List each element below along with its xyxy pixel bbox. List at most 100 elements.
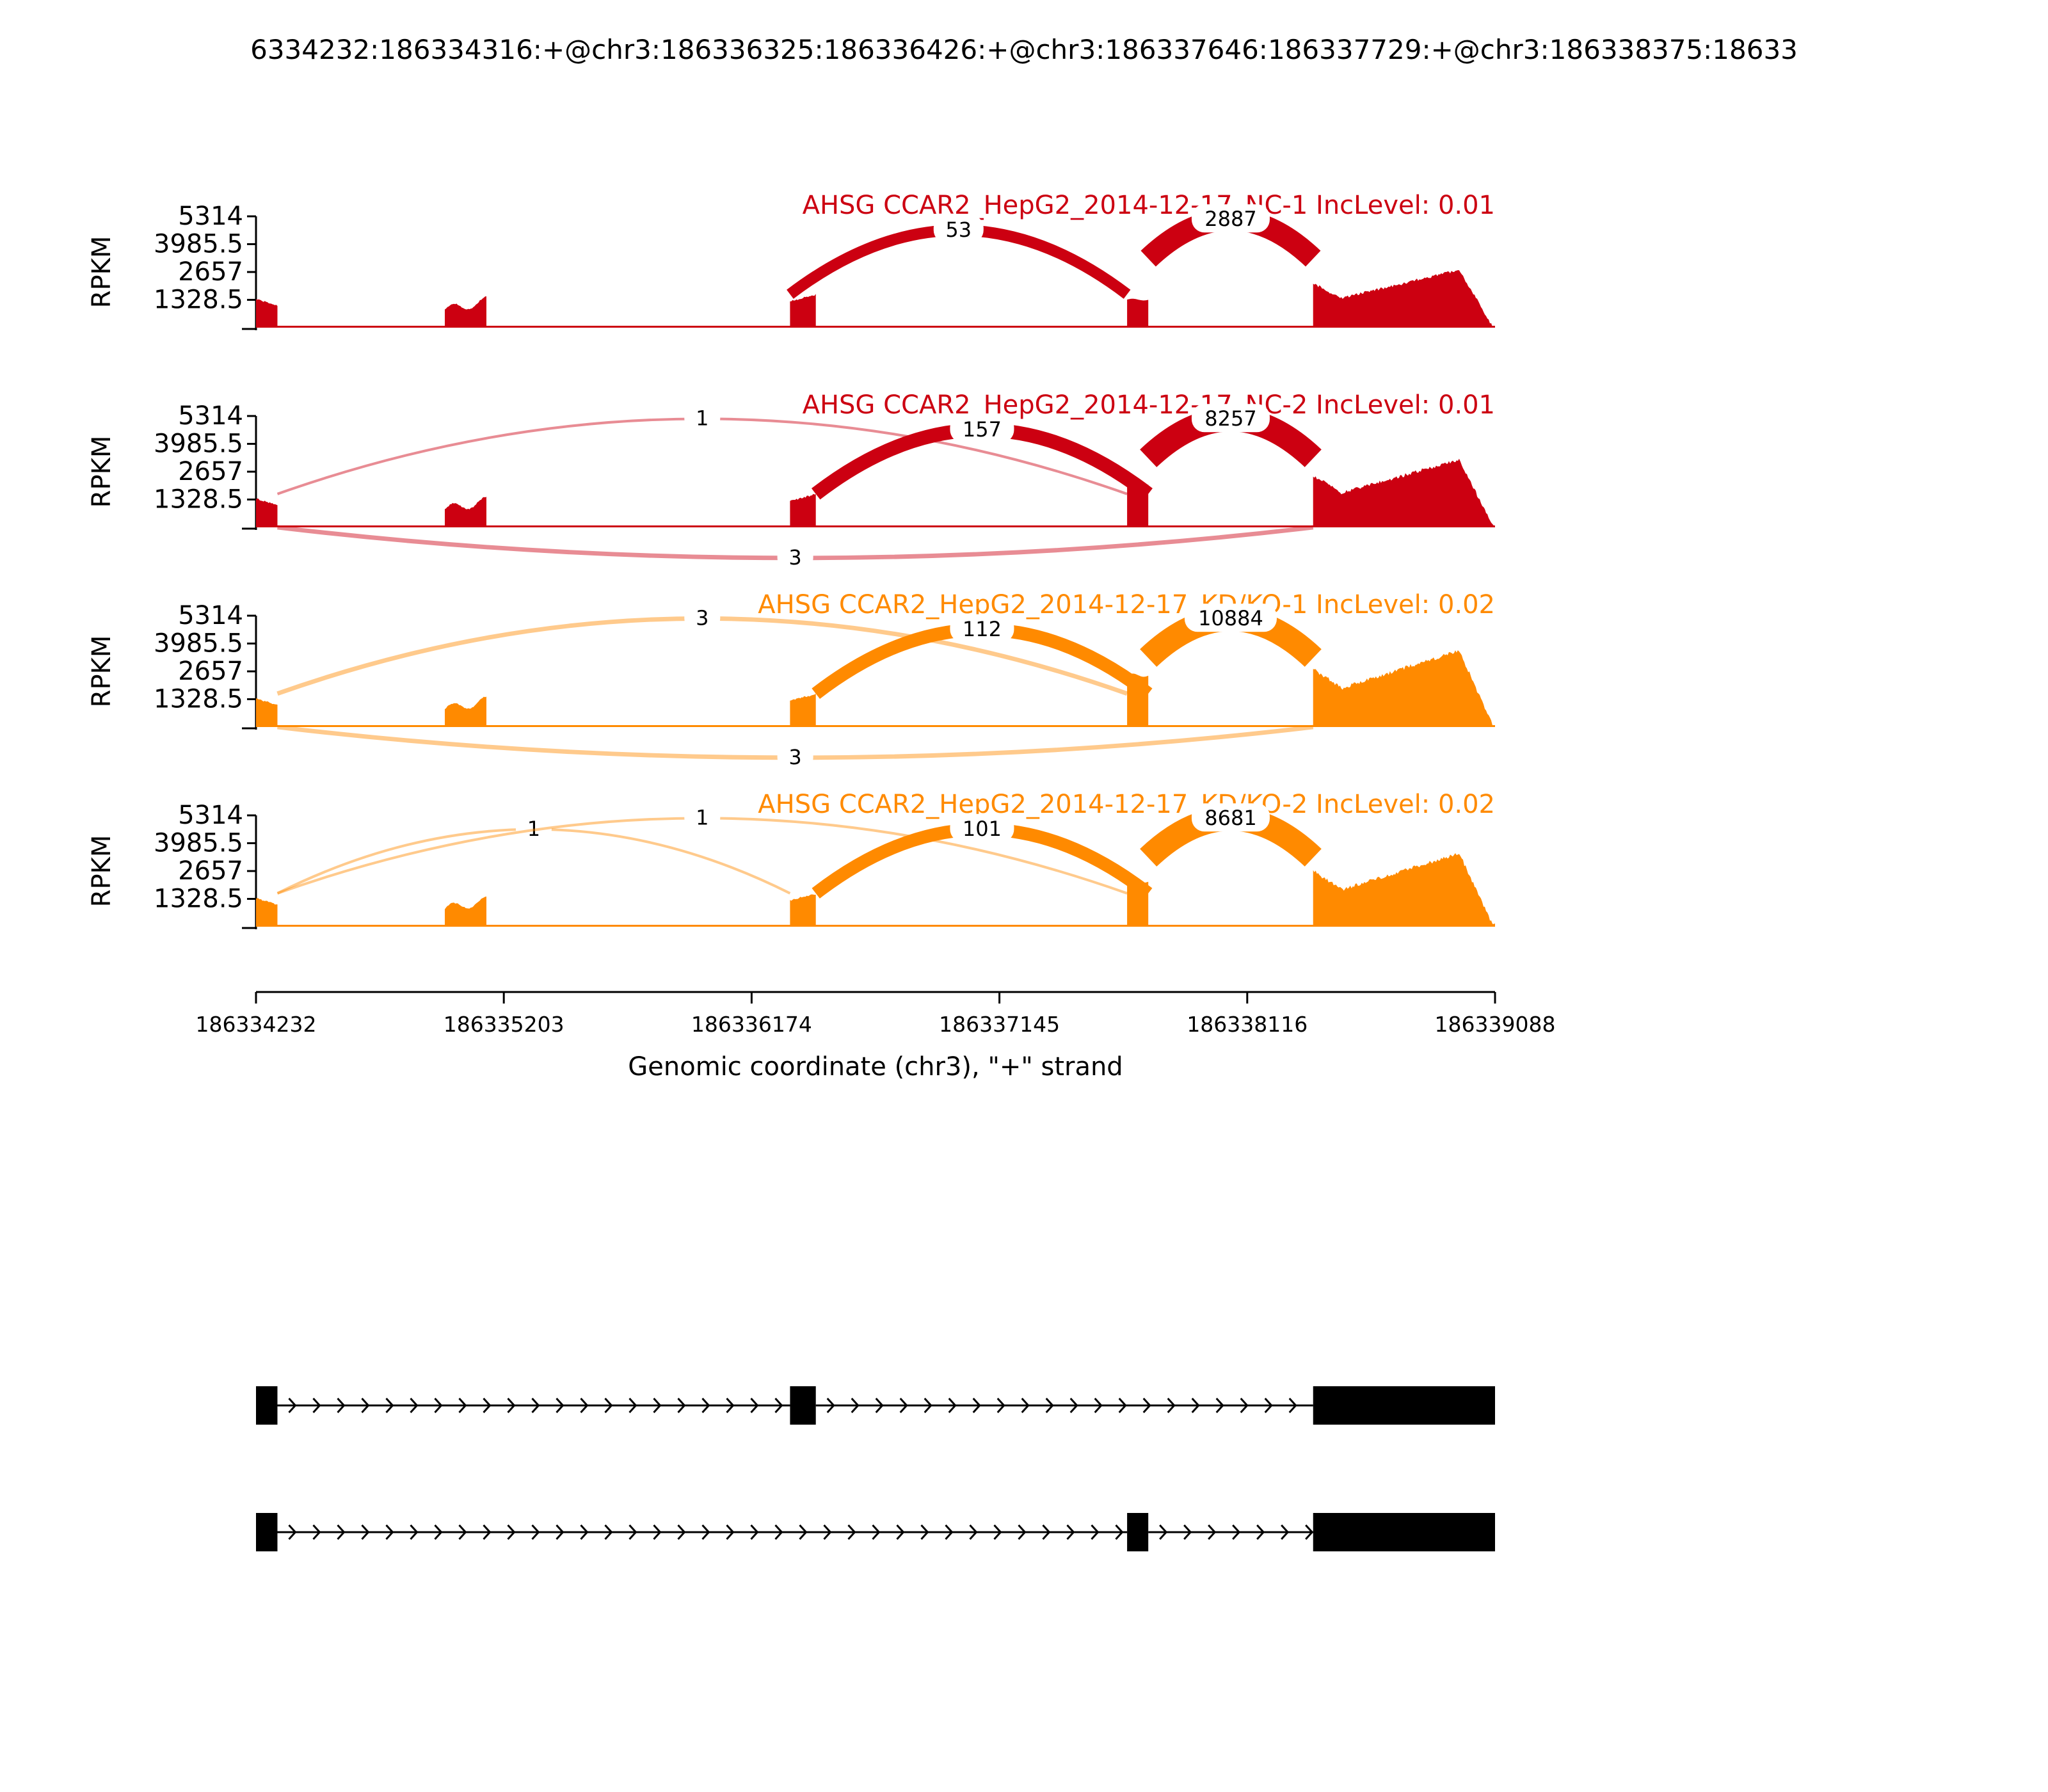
y-axis-label: RPKM xyxy=(87,636,116,708)
junction-label-box xyxy=(777,542,813,571)
strand-chevron xyxy=(288,1397,297,1414)
strand-chevron xyxy=(337,1524,346,1540)
strand-chevron xyxy=(1045,1397,1054,1414)
y-tick-label: 3985.5 xyxy=(154,230,243,259)
exon-coverage xyxy=(256,498,278,527)
y-axis-label: RPKM xyxy=(87,835,116,908)
junction-count-label: 157 xyxy=(963,417,1002,442)
y-tick-label: 5314 xyxy=(178,401,243,431)
strand-chevron xyxy=(628,1397,637,1414)
exon-coverage xyxy=(790,693,816,727)
y-tick-label: 2657 xyxy=(178,457,243,486)
y-tick-label: 1328.5 xyxy=(154,685,243,714)
junction-count-label: 8681 xyxy=(1204,806,1256,830)
junction-label-box xyxy=(684,603,721,632)
y-tick-label: 3985.5 xyxy=(154,629,243,659)
x-axis-label: Genomic coordinate (chr3), "+" strand xyxy=(628,1052,1123,1082)
intron-coverage xyxy=(256,326,1495,328)
panel-title: AHSG CCAR2_HepG2_2014-12-17_NC-1 IncLeve… xyxy=(803,191,1495,220)
strand-chevron xyxy=(1183,1524,1192,1540)
y-tick-label: 1328.5 xyxy=(154,285,243,315)
y-tick-label: 3985.5 xyxy=(154,429,243,459)
strand-chevron xyxy=(1018,1524,1027,1540)
x-tick-label: 186336174 xyxy=(691,1012,812,1037)
strand-chevron xyxy=(531,1397,540,1414)
exon-coverage xyxy=(1127,298,1149,328)
exon-coverage xyxy=(256,299,278,328)
panel-title: AHSG CCAR2_HepG2_2014-12-17_NC-2 IncLeve… xyxy=(803,390,1495,420)
intron-coverage xyxy=(256,925,1495,927)
strand-chevron xyxy=(507,1397,516,1414)
junction-label-box xyxy=(950,614,1014,643)
junction-count-label: 3 xyxy=(788,745,801,769)
strand-chevron xyxy=(701,1524,710,1540)
y-tick-label: 2657 xyxy=(178,257,243,287)
exon-coverage xyxy=(445,696,487,727)
strand-chevron xyxy=(948,1397,957,1414)
strand-chevron xyxy=(483,1397,492,1414)
strand-chevron xyxy=(920,1524,929,1540)
strand-chevron xyxy=(1142,1397,1151,1414)
exon-coverage xyxy=(790,493,816,527)
gene-structure-track xyxy=(256,1386,1495,1551)
strand-chevron xyxy=(872,1524,881,1540)
strand-chevron xyxy=(1021,1397,1030,1414)
strand-chevron xyxy=(875,1397,884,1414)
strand-chevron xyxy=(750,1524,759,1540)
junction-count-label: 8257 xyxy=(1204,406,1256,431)
strand-chevron xyxy=(726,1397,735,1414)
strand-chevron xyxy=(1256,1524,1265,1540)
strand-chevron xyxy=(1264,1397,1273,1414)
junction-count-label: 1 xyxy=(696,805,708,829)
strand-chevron xyxy=(604,1397,613,1414)
strand-chevron xyxy=(1208,1524,1217,1540)
strand-chevron xyxy=(996,1397,1005,1414)
panel-title: AHSG CCAR2_HepG2_2014-12-17_KD/KO-1 IncL… xyxy=(758,590,1495,620)
exon-block xyxy=(256,1386,278,1425)
junction-label-box xyxy=(1191,404,1270,433)
x-axis: 186334232 186335203 186336174 186337145 1863… xyxy=(196,991,1555,1037)
strand-chevron xyxy=(410,1397,419,1414)
strand-chevron xyxy=(924,1397,932,1414)
strand-chevron xyxy=(1232,1524,1241,1540)
y-tick-label: 1328.5 xyxy=(154,485,243,515)
strand-chevron xyxy=(799,1524,808,1540)
junction-label-box xyxy=(1191,204,1270,233)
junction-count-label: 3 xyxy=(696,605,708,630)
strand-chevron xyxy=(823,1524,832,1540)
y-tick-label: 5314 xyxy=(178,202,243,231)
strand-chevron xyxy=(1159,1524,1168,1540)
junction-label-box xyxy=(515,813,552,842)
strand-chevron xyxy=(826,1397,835,1414)
strand-chevron xyxy=(701,1397,710,1414)
isoform-track xyxy=(256,1513,1495,1551)
exon-coverage xyxy=(445,497,487,527)
strand-chevron xyxy=(851,1397,860,1414)
junction-label-box xyxy=(950,813,1014,842)
x-tick-label: 186334232 xyxy=(196,1012,317,1037)
strand-chevron xyxy=(312,1524,321,1540)
strand-chevron xyxy=(1167,1397,1176,1414)
intron-coverage xyxy=(256,525,1495,527)
exon-coverage xyxy=(790,294,816,328)
strand-chevron xyxy=(531,1524,540,1540)
strand-chevron xyxy=(1091,1524,1100,1540)
exon-block xyxy=(256,1513,278,1551)
exon-coverage xyxy=(445,896,487,927)
junction-label-box xyxy=(933,214,984,243)
strand-chevron xyxy=(1118,1397,1127,1414)
exon-coverage xyxy=(1313,458,1495,527)
exon-block xyxy=(1313,1386,1495,1425)
strand-chevron xyxy=(677,1397,686,1414)
junction-count-label: 2887 xyxy=(1204,207,1256,231)
y-axis-label: RPKM xyxy=(87,436,116,508)
strand-chevron xyxy=(580,1524,589,1540)
strand-chevron xyxy=(945,1524,954,1540)
strand-chevron xyxy=(1288,1397,1297,1414)
